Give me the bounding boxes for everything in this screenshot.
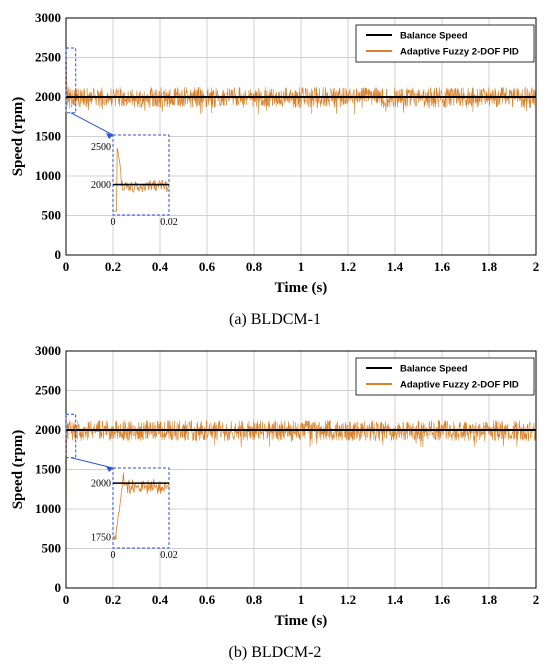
y-tick-label: 0 — [55, 580, 62, 595]
y-tick-label: 2500 — [35, 383, 61, 398]
inset-y-tick-label: 2500 — [91, 142, 111, 153]
x-tick-label: 1.8 — [481, 259, 498, 274]
y-tick-label: 2000 — [35, 89, 61, 104]
y-tick-label: 0 — [55, 247, 62, 262]
x-tick-label: 0.6 — [199, 259, 216, 274]
chart-panel-bldcm-2: 0 0.2 0.4 0.6 0.8 1 1.2 1.4 1.6 1.8 2 0 500 1000 1500 2… — [0, 333, 550, 666]
legend-label-balance-speed: Balance Speed — [400, 31, 468, 42]
zoom-inset: 1750 2000 0 0.02 — [91, 467, 178, 561]
x-tick-label: 0.4 — [152, 259, 169, 274]
zoom-inset-box — [112, 467, 170, 549]
x-tick-label: 0 — [63, 259, 70, 274]
x-tick-label: 1.4 — [387, 259, 404, 274]
y-tick-label: 2000 — [35, 422, 61, 437]
figure-caption: (a) BLDCM-1 — [229, 311, 321, 328]
y-tick-label: 1500 — [35, 462, 61, 477]
chart-svg-bldcm-2: 0 0.2 0.4 0.6 0.8 1 1.2 1.4 1.6 1.8 2 0 500 1000 1500 2… — [10, 343, 540, 661]
inset-x-tick-label: 0 — [111, 217, 116, 228]
x-tick-label: 2 — [533, 259, 540, 274]
inset-series-line-adaptive-fuzzy-pid — [113, 147, 170, 212]
x-tick-label: 0.6 — [199, 592, 216, 607]
y-tick-label: 3000 — [35, 343, 61, 358]
legend: Balance Speed Adaptive Fuzzy 2-DOF PID — [355, 24, 535, 63]
y-tick-label: 1000 — [35, 168, 61, 183]
x-tick-label: 1.6 — [434, 259, 451, 274]
inset-series-line-adaptive-fuzzy-pid — [112, 472, 170, 540]
legend-box — [355, 357, 535, 396]
y-tick-label: 1000 — [35, 501, 61, 516]
x-axis-label: Time (s) — [275, 613, 328, 629]
zoom-region-box — [65, 47, 77, 114]
x-tick-label: 1.8 — [481, 592, 498, 607]
y-tick-label: 2500 — [35, 50, 61, 65]
x-tick-label: 1 — [298, 592, 305, 607]
x-tick-label: 0 — [63, 592, 70, 607]
zoom-region-box — [65, 413, 77, 459]
x-tick-label: 0.8 — [246, 259, 263, 274]
x-tick-label: 1.4 — [387, 592, 404, 607]
zoom-inset-box — [112, 134, 170, 216]
inset-y-tick-label: 2000 — [91, 180, 111, 191]
x-tick-label: 1.6 — [434, 592, 451, 607]
y-tick-label: 3000 — [35, 10, 61, 25]
x-tick-label: 0.2 — [105, 259, 121, 274]
x-tick-label: 1.2 — [340, 259, 356, 274]
zoom-arrow-head — [106, 466, 113, 472]
zoom-arrow-line — [70, 457, 114, 469]
x-tick-label: 0.2 — [105, 592, 121, 607]
plot-frame — [65, 350, 537, 589]
zoom-arrow-head — [106, 133, 113, 139]
x-tick-label: 1 — [298, 259, 305, 274]
inset-x-tick-label: 0.02 — [160, 217, 178, 228]
x-tick-label: 0.8 — [246, 592, 263, 607]
chart-svg-bldcm-1: 0 0.2 0.4 0.6 0.8 1 1.2 1.4 1.6 1.8 2 0 500 1000 1500 2… — [10, 10, 540, 328]
y-tick-label: 1500 — [35, 129, 61, 144]
y-axis-label: Speed (rpm) — [10, 97, 26, 177]
inset-y-tick-label: 1750 — [91, 533, 111, 544]
x-tick-label: 1.2 — [340, 592, 356, 607]
x-tick-label: 2 — [533, 592, 540, 607]
inset-y-tick-label: 2000 — [91, 479, 111, 490]
x-tick-label: 0.4 — [152, 592, 169, 607]
legend-label-adaptive-fuzzy-pid: Adaptive Fuzzy 2-DOF PID — [400, 47, 519, 58]
legend-label-adaptive-fuzzy-pid: Adaptive Fuzzy 2-DOF PID — [400, 380, 519, 391]
legend-label-balance-speed: Balance Speed — [400, 364, 468, 375]
legend: Balance Speed Adaptive Fuzzy 2-DOF PID — [355, 357, 535, 396]
zoom-arrow-line — [70, 112, 114, 136]
y-tick-label: 500 — [42, 541, 62, 556]
legend-box — [355, 24, 535, 63]
inset-x-tick-label: 0 — [111, 550, 116, 561]
plot-frame — [65, 17, 537, 256]
zoom-inset: 2000 2500 0 0.02 — [91, 134, 178, 228]
chart-panel-bldcm-1: 0 0.2 0.4 0.6 0.8 1 1.2 1.4 1.6 1.8 2 0 500 1000 1500 2… — [0, 0, 550, 333]
x-axis-label: Time (s) — [275, 280, 328, 296]
inset-x-tick-label: 0.02 — [160, 550, 178, 561]
y-tick-label: 500 — [42, 208, 62, 223]
y-axis-label: Speed (rpm) — [10, 430, 26, 510]
figure-caption: (b) BLDCM-2 — [229, 644, 322, 661]
